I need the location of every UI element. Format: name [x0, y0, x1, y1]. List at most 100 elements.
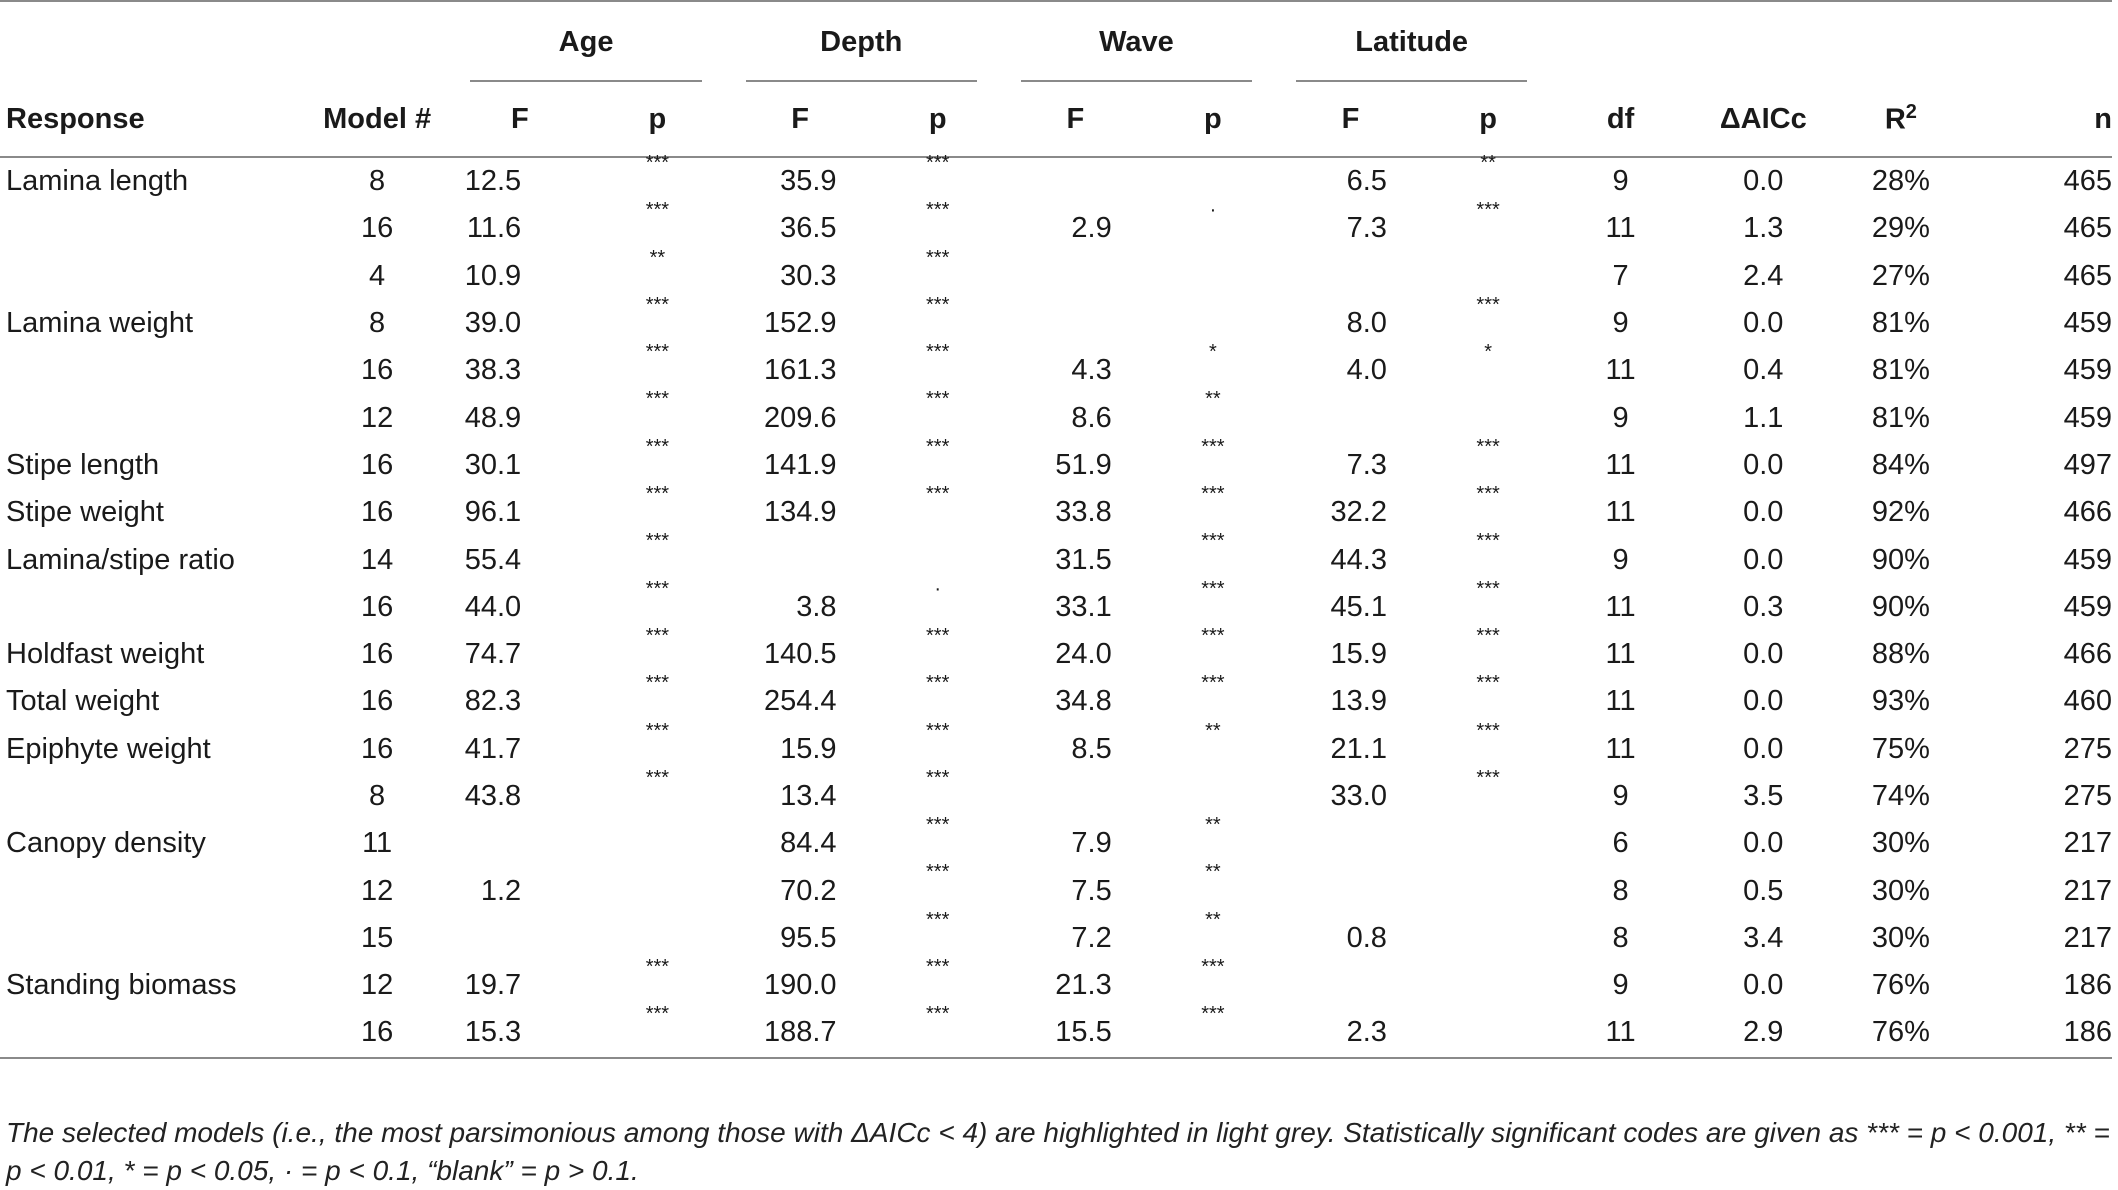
cell-wave-p [1152, 253, 1274, 300]
cell-df: 11 [1605, 496, 1636, 529]
col-header-lat-f: F [1274, 82, 1427, 158]
cell-n: 466 [2063, 638, 2112, 671]
cell-depth-f: 70.2 [780, 874, 837, 907]
cell-age-p [591, 915, 724, 962]
cell-r2: 30% [1871, 921, 1930, 954]
table-row: Epiphyte weight 16 41.7 *** 15.9 *** 8.5 ** 21.1… [0, 719, 2112, 773]
cell-age-f: 10.9 [464, 259, 522, 292]
cell-depth-f: 209.6 [763, 401, 837, 434]
cell-age-f: 44.0 [464, 590, 522, 623]
col-header-n: n [1967, 82, 2112, 158]
cell-lat-p: *** [1476, 577, 1500, 600]
cell-age-p: *** [645, 956, 670, 979]
cell-age-f: 19.7 [464, 969, 522, 1002]
cell-lat-p: *** [1476, 435, 1500, 458]
group-header-wave: Wave [1099, 25, 1174, 58]
cell-n: 465 [2063, 259, 2112, 292]
cell-model: 4 [369, 259, 386, 292]
cell-age-f: 82.3 [464, 685, 522, 718]
cell-r2: 81% [1871, 401, 1930, 434]
cell-depth-p: *** [926, 956, 950, 979]
cell-age-f: 41.7 [464, 732, 522, 765]
cell-depth-f: 254.4 [763, 685, 837, 718]
cell-response: Lamina weight [6, 307, 193, 340]
cell-depth-f: 36.5 [780, 212, 837, 245]
cell-wave-p: ** [1205, 719, 1221, 742]
cell-depth-p: *** [876, 1003, 999, 1059]
cell-daicc: 0.0 [1743, 165, 1784, 198]
cell-model: 14 [360, 543, 394, 576]
col-header-wave-f: F [998, 82, 1152, 158]
cell-age-p: *** [591, 1003, 724, 1059]
cell-daicc: 0.0 [1743, 638, 1784, 671]
cell-response: Epiphyte weight [6, 732, 211, 765]
cell-wave-f [999, 300, 1152, 347]
cell-r2: 93% [1871, 685, 1930, 718]
cell-lat-f [1274, 253, 1427, 300]
cell-n: 186 [1967, 1009, 2112, 1059]
cell-age-p: *** [645, 435, 670, 458]
table-row: 16 11.6 *** 36.5 *** 2.9 · 7.3 *** 11 1.3 29% 465 [0, 199, 2112, 252]
cell-depth-p: *** [926, 672, 950, 695]
table-footnote: The selected models (i.e., the most pars… [6, 1117, 2110, 1186]
cell-wave-f: 34.8 [1055, 685, 1112, 718]
cell-wave-p: *** [1201, 956, 1225, 979]
cell-n: 465 [2063, 165, 2112, 198]
table-row: 4 10.9 ** 30.3 *** 7 2.4 27% 465 [0, 246, 2112, 300]
cell-wave-p: *** [1201, 672, 1225, 695]
cell-model: 16 [360, 448, 394, 481]
cell-depth-f: 188.7 [723, 1009, 877, 1059]
cell-wave-p: ** [1205, 861, 1221, 884]
col-header-response: Response [0, 82, 306, 158]
cell-df: 11 [1549, 1009, 1692, 1059]
cell-lat-f: 13.9 [1330, 685, 1387, 718]
table-row: Lamina length 8 12.5 *** 35.9 *** 6.5 ** 9 0.0 28%… [0, 152, 2112, 205]
group-header-age: Age [558, 25, 614, 58]
cell-age-p: *** [645, 577, 670, 600]
cell-r2: 75% [1871, 732, 1930, 765]
cell-response: Total weight [6, 685, 160, 718]
cell-r2: 88% [1871, 638, 1930, 671]
cell-model: 15 [360, 921, 394, 954]
cell-daicc: 0.3 [1743, 590, 1784, 623]
cell-lat-p: *** [1476, 624, 1500, 647]
cell-response: Standing biomass [6, 969, 237, 1002]
cell-r2: 27% [1871, 259, 1930, 292]
cell-response [0, 584, 306, 631]
cell-r2: 92% [1871, 496, 1930, 529]
cell-age-p: ** [649, 246, 666, 269]
cell-depth-p: *** [926, 861, 950, 884]
cell-age-p: *** [645, 341, 670, 364]
table-row: Lamina/stipe ratio 14 55.4 *** 31.5 *** 44.3 **… [0, 530, 2112, 583]
cell-n: 217 [2063, 827, 2112, 860]
cell-wave-f: 33.8 [1055, 496, 1112, 529]
cell-response [0, 915, 306, 962]
cell-wave-p: *** [1201, 435, 1225, 458]
cell-wave-p: *** [1201, 624, 1225, 647]
cell-n: 466 [2063, 496, 2112, 529]
cell-daicc: 1.3 [1743, 212, 1784, 245]
cell-n: 459 [2063, 543, 2112, 576]
cell-depth-p: *** [926, 293, 950, 316]
group-header-latitude: Latitude [1355, 25, 1469, 58]
cell-r2: 30% [1871, 827, 1930, 860]
cell-age-p: *** [645, 388, 670, 411]
cell-wave-f: 51.9 [1055, 448, 1112, 481]
cell-df: 9 [1612, 307, 1629, 340]
cell-wave-f [999, 157, 1152, 205]
cell-lat-f: 0.8 [1346, 921, 1387, 954]
cell-wave-f: 21.3 [1055, 969, 1112, 1002]
cell-wave-p: ** [1205, 908, 1221, 931]
model-selection-table: Age Depth Wave Latitude Response Model #… [0, 0, 2112, 1059]
cell-lat-f: 2.3 [1274, 1009, 1427, 1059]
cell-n: 217 [2063, 921, 2112, 954]
cell-age-p: *** [645, 624, 670, 647]
cell-wave-p: *** [1151, 1003, 1275, 1059]
cell-model: 12 [360, 401, 394, 434]
table-row: 16 44.0 *** 3.8 · 33.1 *** 45.1 *** 11 0.3 90% 459 [0, 577, 2112, 631]
col-header-model: Model # [305, 82, 449, 158]
table-row: Total weight 16 82.3 *** 254.4 *** 34.8 *** 13.9… [0, 672, 2112, 725]
cell-lat-f: 6.5 [1346, 165, 1387, 198]
cell-r2: 76% [1834, 1009, 1968, 1059]
cell-age-p: *** [645, 483, 670, 506]
